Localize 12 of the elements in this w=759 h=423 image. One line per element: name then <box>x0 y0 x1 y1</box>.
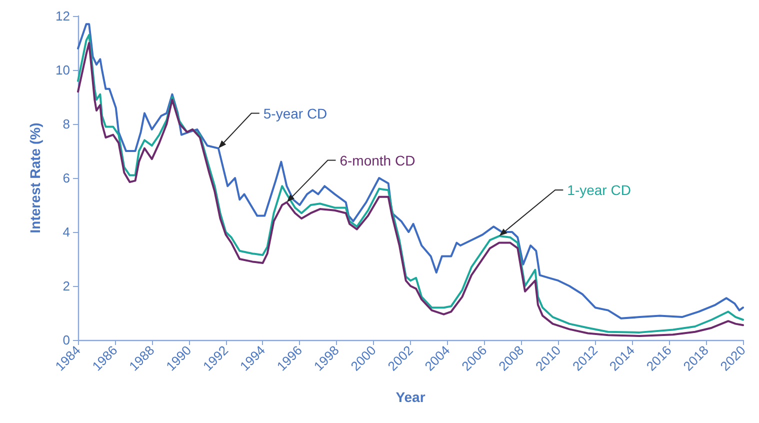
y-tick-label: 12 <box>56 8 70 24</box>
y-tick-label: 10 <box>56 62 70 78</box>
y-tick-label: 8 <box>62 116 70 132</box>
y-tick-label: 6 <box>62 170 70 186</box>
y-tick-label: 2 <box>62 278 70 294</box>
y-tick-label: 0 <box>62 332 70 348</box>
x-axis-title: Year <box>396 389 426 405</box>
text: 1-year CD <box>567 182 631 198</box>
y-tick-label: 4 <box>62 224 70 240</box>
text: 6-month CD <box>340 152 416 168</box>
text: 5-year CD <box>263 105 328 122</box>
y-axis-title: Interest Rate (%) <box>27 122 43 234</box>
